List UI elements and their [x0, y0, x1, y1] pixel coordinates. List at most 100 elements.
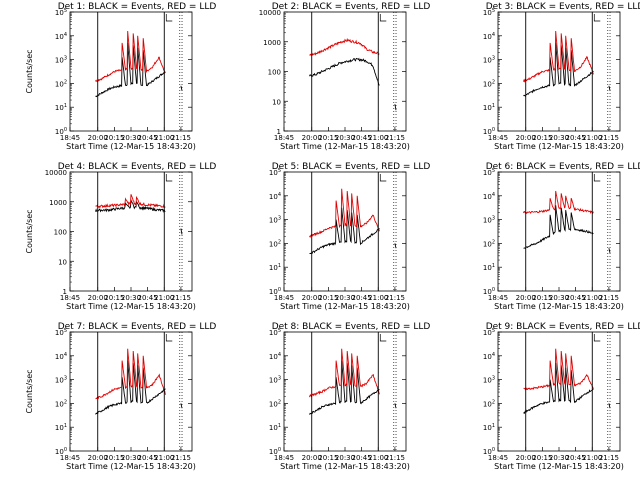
- x-tick-label: 20:00: [88, 294, 108, 302]
- panel-3: Det 3: BLACK = Events, RED = LLD 100 101 10…: [483, 2, 640, 151]
- y-tick-label: 104: [55, 352, 67, 361]
- lld-series-line: [523, 348, 594, 391]
- y-tick-label: 105: [483, 8, 495, 17]
- y-tick-label: 104: [483, 352, 495, 361]
- x-tick-label: 20:00: [302, 134, 322, 142]
- y-axis-label: Counts/sec: [25, 369, 34, 413]
- x-tick-label: 20:00: [302, 454, 322, 462]
- panel-title: Det 7: BLACK = Events, RED = LLD: [58, 322, 217, 332]
- x-tick-label: 21:00: [368, 454, 388, 462]
- panel-title: Det 8: BLACK = Events, RED = LLD: [272, 322, 431, 332]
- y-tick-label: 105: [483, 328, 495, 337]
- saa-bracket: [593, 14, 601, 22]
- x-tick-label: 20:00: [302, 294, 322, 302]
- x-tick-label: 20:30: [121, 134, 141, 142]
- y-tick-label: 100: [55, 447, 67, 456]
- x-tick-label: 20:15: [104, 454, 124, 462]
- y-tick-label: 103: [483, 56, 495, 65]
- panel-title: Det 2: BLACK = Events, RED = LLD: [272, 2, 431, 12]
- x-tick-label: 21:00: [582, 134, 602, 142]
- events-series-line: [95, 198, 166, 213]
- events-series-line: [309, 207, 380, 255]
- x-tick-label: 20:45: [566, 454, 586, 462]
- x-tick-label: 21:00: [154, 294, 174, 302]
- y-tick-label: 1000: [263, 39, 281, 47]
- y-tick-label: 101: [483, 263, 495, 272]
- y-tick-label: 100: [54, 229, 67, 237]
- x-tick-label: 21:15: [599, 454, 619, 462]
- y-axis-label: Counts/sec: [25, 209, 34, 253]
- y-tick-label: 104: [55, 32, 67, 41]
- y-tick-label: 100: [55, 127, 67, 136]
- saa-bracket: [165, 174, 173, 182]
- panel-4: Det 4: BLACK = Events, RED = LLD 1 10 100 10…: [25, 162, 216, 311]
- lld-series-line: [523, 30, 594, 83]
- panel-title: Det 3: BLACK = Events, RED = LLD: [486, 2, 640, 12]
- x-tick-label: 18:45: [274, 134, 294, 142]
- y-tick-label: 103: [269, 376, 281, 385]
- x-tick-label: 18:45: [274, 454, 294, 462]
- x-tick-label: 21:00: [368, 294, 388, 302]
- y-tick-label: 102: [269, 239, 281, 248]
- y-tick-label: 1: [277, 128, 281, 136]
- panel-title: Det 9: BLACK = Events, RED = LLD: [486, 322, 640, 332]
- x-tick-label: 20:00: [516, 134, 536, 142]
- y-tick-label: 101: [269, 423, 281, 432]
- x-tick-label: 20:30: [549, 134, 569, 142]
- y-tick-label: 102: [269, 399, 281, 408]
- events-series-line: [95, 42, 166, 98]
- panel-title: Det 4: BLACK = Events, RED = LLD: [58, 162, 217, 172]
- saa-bracket: [165, 334, 173, 342]
- x-tick-label: 20:00: [88, 134, 108, 142]
- y-tick-label: 103: [483, 216, 495, 225]
- events-series-line: [523, 362, 594, 414]
- x-axis-label: Start Time (12-Mar-15 18:43:20): [494, 302, 624, 311]
- panel-9: Det 9: BLACK = Events, RED = LLD 100 101 10…: [483, 322, 640, 471]
- x-tick-label: 20:15: [318, 454, 338, 462]
- y-tick-label: 102: [483, 239, 495, 248]
- y-tick-label: 101: [269, 263, 281, 272]
- panel-7: Det 7: BLACK = Events, RED = LLD 100 101 10…: [25, 322, 216, 471]
- y-tick-label: 103: [55, 56, 67, 65]
- x-tick-label: 18:45: [488, 294, 508, 302]
- x-tick-label: 21:15: [171, 294, 191, 302]
- saa-bracket: [379, 14, 387, 22]
- y-tick-label: 105: [55, 328, 67, 337]
- y-tick-label: 10: [58, 258, 67, 266]
- x-axis-label: Start Time (12-Mar-15 18:43:20): [66, 302, 196, 311]
- y-tick-label: 105: [55, 8, 67, 17]
- events-tail: [608, 85, 611, 91]
- x-tick-label: 20:00: [516, 454, 536, 462]
- events-series-line: [523, 42, 594, 97]
- x-tick-label: 21:15: [385, 454, 405, 462]
- panel-6: Det 6: BLACK = Events, RED = LLD 100 101 10…: [483, 162, 640, 311]
- x-tick-label: 20:45: [352, 454, 372, 462]
- lld-series-line: [95, 194, 166, 209]
- y-tick-label: 101: [483, 103, 495, 112]
- events-series-line: [309, 57, 380, 86]
- x-tick-label: 21:00: [154, 454, 174, 462]
- lld-series-line: [95, 348, 166, 400]
- panel-8: Det 8: BLACK = Events, RED = LLD 100 101 10…: [269, 322, 430, 471]
- y-tick-label: 10: [272, 98, 281, 106]
- panel-title: Det 5: BLACK = Events, RED = LLD: [272, 162, 431, 172]
- y-tick-label: 100: [268, 69, 281, 77]
- x-tick-label: 21:00: [582, 294, 602, 302]
- x-tick-label: 20:30: [335, 294, 355, 302]
- y-tick-label: 105: [269, 328, 281, 337]
- plot-frame: [69, 171, 193, 292]
- x-axis-label: Start Time (12-Mar-15 18:43:20): [66, 462, 196, 471]
- plot-frame: [497, 11, 621, 132]
- plot-frame: [283, 331, 407, 452]
- events-tail: [394, 104, 397, 111]
- y-tick-label: 105: [483, 168, 495, 177]
- x-tick-label: 21:15: [171, 454, 191, 462]
- x-tick-label: 21:15: [385, 134, 405, 142]
- y-tick-label: 100: [483, 287, 495, 296]
- x-tick-label: 21:00: [582, 454, 602, 462]
- lld-series-line: [309, 348, 380, 398]
- x-tick-label: 18:45: [274, 294, 294, 302]
- panel-2: Det 2: BLACK = Events, RED = LLD 1 10 100 10…: [259, 2, 431, 151]
- y-axis-label: Counts/sec: [25, 49, 34, 93]
